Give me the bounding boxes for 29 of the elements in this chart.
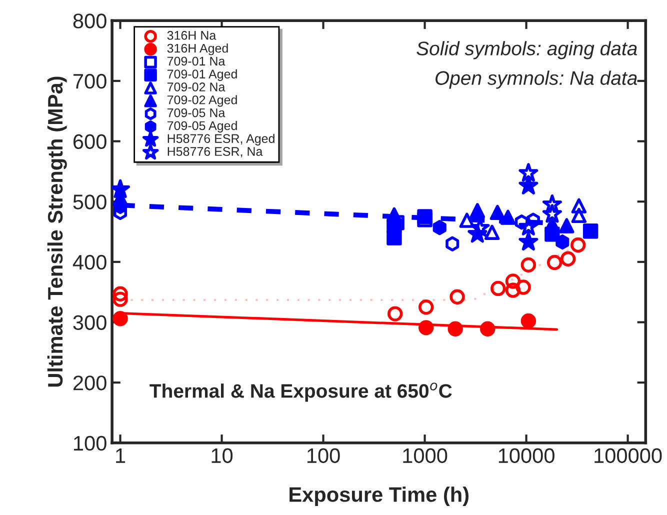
annotation: Solid symbols: aging data: [416, 41, 637, 60]
legend-label: 316H Na: [167, 30, 216, 40]
legend-label: 709-02 Aged: [167, 95, 237, 107]
x-tick-label: 1000: [403, 448, 448, 464]
y-tick-label: 400: [72, 254, 106, 270]
x-tick-label: 10000: [498, 448, 554, 464]
annotation: Thermal & Na Exposure at 650$^{o}$C: [150, 382, 452, 402]
legend-label: H58776 ESR, Aged: [168, 134, 274, 146]
legend-label: 316H Aged: [167, 44, 228, 56]
legend-label: 709-02 Na: [167, 82, 226, 92]
y-tick-label: 600: [73, 134, 106, 150]
y-tick-label: 500: [73, 194, 106, 210]
y-tick-label: 700: [74, 74, 106, 89]
legend-label: 709-01 Aged: [167, 69, 237, 81]
y-tick-label: 200: [73, 376, 106, 390]
y-tick-label: 100: [74, 436, 106, 451]
legend-label: H58776 ESR, Na: [168, 147, 263, 158]
x-tick-label: 10: [212, 448, 233, 464]
legend-label: 709-05 Aged: [167, 120, 237, 133]
y-axis-title: Ultimate Tensile Strength (MPa): [47, 76, 67, 387]
annotation: Open symnols: Na data: [436, 70, 637, 89]
y-tick-label: 800: [73, 14, 106, 28]
x-axis-title: Exposure Time (h): [290, 486, 469, 506]
x-tick-label: 100000: [594, 448, 662, 464]
x-tick-label: 100: [307, 448, 340, 464]
y-tick-label: 300: [73, 315, 106, 330]
legend-label: 709-01 Na: [167, 56, 226, 66]
x-tick-label: 1: [116, 448, 126, 463]
legend-label: 709-05 Na: [167, 108, 226, 118]
